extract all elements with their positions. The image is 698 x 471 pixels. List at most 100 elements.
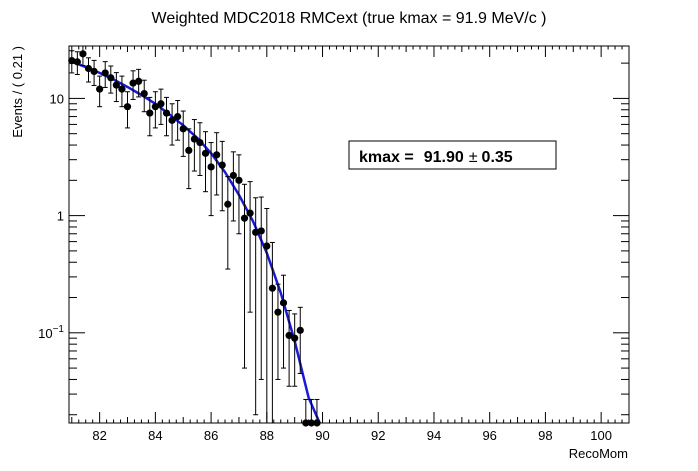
data-point xyxy=(207,142,215,217)
data-marker xyxy=(118,85,126,93)
data-marker xyxy=(146,109,154,117)
data-marker xyxy=(196,138,204,147)
data-point xyxy=(274,283,282,380)
y-axis-ticks: 10−1 1 10 xyxy=(38,62,629,416)
x-tick-label: 100 xyxy=(590,428,612,443)
data-point xyxy=(90,59,98,86)
data-point xyxy=(162,96,171,137)
y-tick-label: 10−1 xyxy=(38,324,64,341)
fit-param-label: kmax = xyxy=(359,149,414,166)
data-marker xyxy=(207,163,215,171)
x-tick-label: 94 xyxy=(427,428,441,443)
data-marker xyxy=(157,100,165,108)
data-marker xyxy=(185,146,193,155)
data-point xyxy=(123,91,132,129)
y-tick-label: 1 xyxy=(57,209,64,224)
data-marker xyxy=(263,242,271,250)
data-point xyxy=(263,207,271,424)
data-point xyxy=(140,79,148,113)
data-point xyxy=(118,75,126,108)
data-point xyxy=(107,65,115,94)
x-tick-label: 82 xyxy=(92,428,106,443)
data-marker xyxy=(151,103,159,111)
data-marker xyxy=(123,103,132,111)
data-point xyxy=(101,61,109,88)
fit-param-pm: ± xyxy=(469,149,478,166)
fit-param-error: 0.35 xyxy=(482,149,513,166)
data-marker xyxy=(68,57,76,65)
data-point xyxy=(218,140,226,212)
data-marker xyxy=(135,77,143,85)
data-point xyxy=(240,183,249,369)
data-marker xyxy=(246,209,254,217)
data-point xyxy=(157,88,165,125)
data-point xyxy=(168,103,176,146)
data-point xyxy=(201,131,210,193)
data-marker xyxy=(252,228,260,236)
data-marker xyxy=(129,79,137,87)
y-tick-exponent: −1 xyxy=(53,324,65,335)
data-point xyxy=(252,197,260,416)
fit-result-text: kmax = 91.90 ±0.35 xyxy=(359,149,513,166)
data-marker xyxy=(224,200,232,208)
x-tick-label: 86 xyxy=(204,428,218,443)
data-marker xyxy=(240,214,249,222)
data-marker xyxy=(274,308,282,316)
data-marker xyxy=(279,299,288,307)
data-marker xyxy=(174,112,182,121)
data-point xyxy=(179,110,187,157)
data-marker xyxy=(101,69,109,77)
data-point xyxy=(291,313,299,387)
data-marker xyxy=(179,125,187,133)
data-point xyxy=(246,181,254,313)
data-point xyxy=(257,196,265,380)
data-point xyxy=(112,72,120,103)
data-point xyxy=(73,51,81,75)
data-marker xyxy=(73,58,81,66)
data-marker xyxy=(112,81,120,89)
data-point xyxy=(84,57,93,83)
fit-result-box: kmax = 91.90 ±0.35 xyxy=(348,140,557,170)
data-marker xyxy=(79,50,87,58)
x-tick-label: 96 xyxy=(482,428,496,443)
x-tick-label: 90 xyxy=(315,428,329,443)
data-marker xyxy=(190,135,198,143)
data-point xyxy=(296,306,304,374)
data-point xyxy=(185,128,193,190)
data-marker xyxy=(162,109,171,117)
data-marker xyxy=(201,149,210,157)
x-axis-ticks: 82 84 86 88 90 92 94 96 98 100 xyxy=(71,46,630,443)
chart-title: Weighted MDC2018 RMCext (true kmax = 91.… xyxy=(152,10,547,27)
data-marker xyxy=(218,161,226,169)
x-tick-label: 84 xyxy=(148,428,162,443)
data-marker xyxy=(213,151,221,159)
data-marker xyxy=(96,85,104,93)
data-marker xyxy=(107,74,115,82)
data-point xyxy=(190,119,198,172)
data-point xyxy=(174,99,182,141)
fit-param-value: 91.90 xyxy=(424,149,464,166)
data-marker xyxy=(90,67,98,75)
data-marker xyxy=(229,171,237,180)
x-tick-label: 92 xyxy=(371,428,385,443)
data-marker xyxy=(296,326,304,334)
data-marker xyxy=(291,334,299,342)
data-point xyxy=(235,154,243,235)
data-points-layer xyxy=(68,45,321,427)
data-point xyxy=(196,122,204,176)
data-marker xyxy=(168,116,176,124)
data-point xyxy=(279,274,288,369)
data-point xyxy=(285,310,293,387)
data-point xyxy=(96,75,104,108)
data-point xyxy=(135,68,143,98)
x-tick-label: 88 xyxy=(260,428,274,443)
data-point xyxy=(213,132,221,196)
data-marker xyxy=(285,331,293,340)
data-marker xyxy=(140,89,148,98)
x-tick-label: 98 xyxy=(538,428,552,443)
x-axis-label: RecoMom xyxy=(569,446,628,461)
data-point xyxy=(224,176,232,270)
data-point xyxy=(129,70,137,100)
plot-frame xyxy=(68,45,630,424)
